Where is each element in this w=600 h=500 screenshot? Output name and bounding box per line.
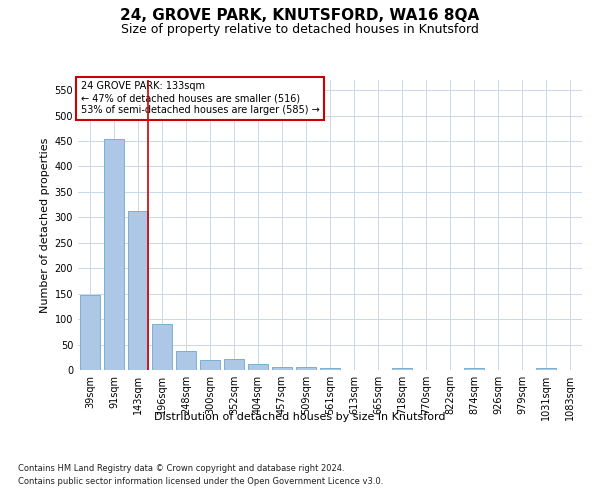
Bar xyxy=(104,138,124,370)
Bar xyxy=(176,350,196,370)
Bar xyxy=(152,324,172,370)
Bar xyxy=(464,368,484,370)
Text: Size of property relative to detached houses in Knutsford: Size of property relative to detached ho… xyxy=(121,22,479,36)
Bar xyxy=(224,360,244,370)
Y-axis label: Number of detached properties: Number of detached properties xyxy=(40,138,50,312)
Text: Contains HM Land Registry data © Crown copyright and database right 2024.: Contains HM Land Registry data © Crown c… xyxy=(18,464,344,473)
Bar xyxy=(536,368,556,370)
Bar xyxy=(320,368,340,370)
Bar xyxy=(80,294,100,370)
Text: 24, GROVE PARK, KNUTSFORD, WA16 8QA: 24, GROVE PARK, KNUTSFORD, WA16 8QA xyxy=(121,8,479,22)
Bar xyxy=(248,364,268,370)
Bar xyxy=(200,360,220,370)
Bar xyxy=(392,368,412,370)
Bar xyxy=(272,368,292,370)
Text: Distribution of detached houses by size in Knutsford: Distribution of detached houses by size … xyxy=(154,412,446,422)
Text: Contains public sector information licensed under the Open Government Licence v3: Contains public sector information licen… xyxy=(18,477,383,486)
Text: 24 GROVE PARK: 133sqm
← 47% of detached houses are smaller (516)
53% of semi-det: 24 GROVE PARK: 133sqm ← 47% of detached … xyxy=(80,82,319,114)
Bar xyxy=(128,211,148,370)
Bar xyxy=(296,367,316,370)
